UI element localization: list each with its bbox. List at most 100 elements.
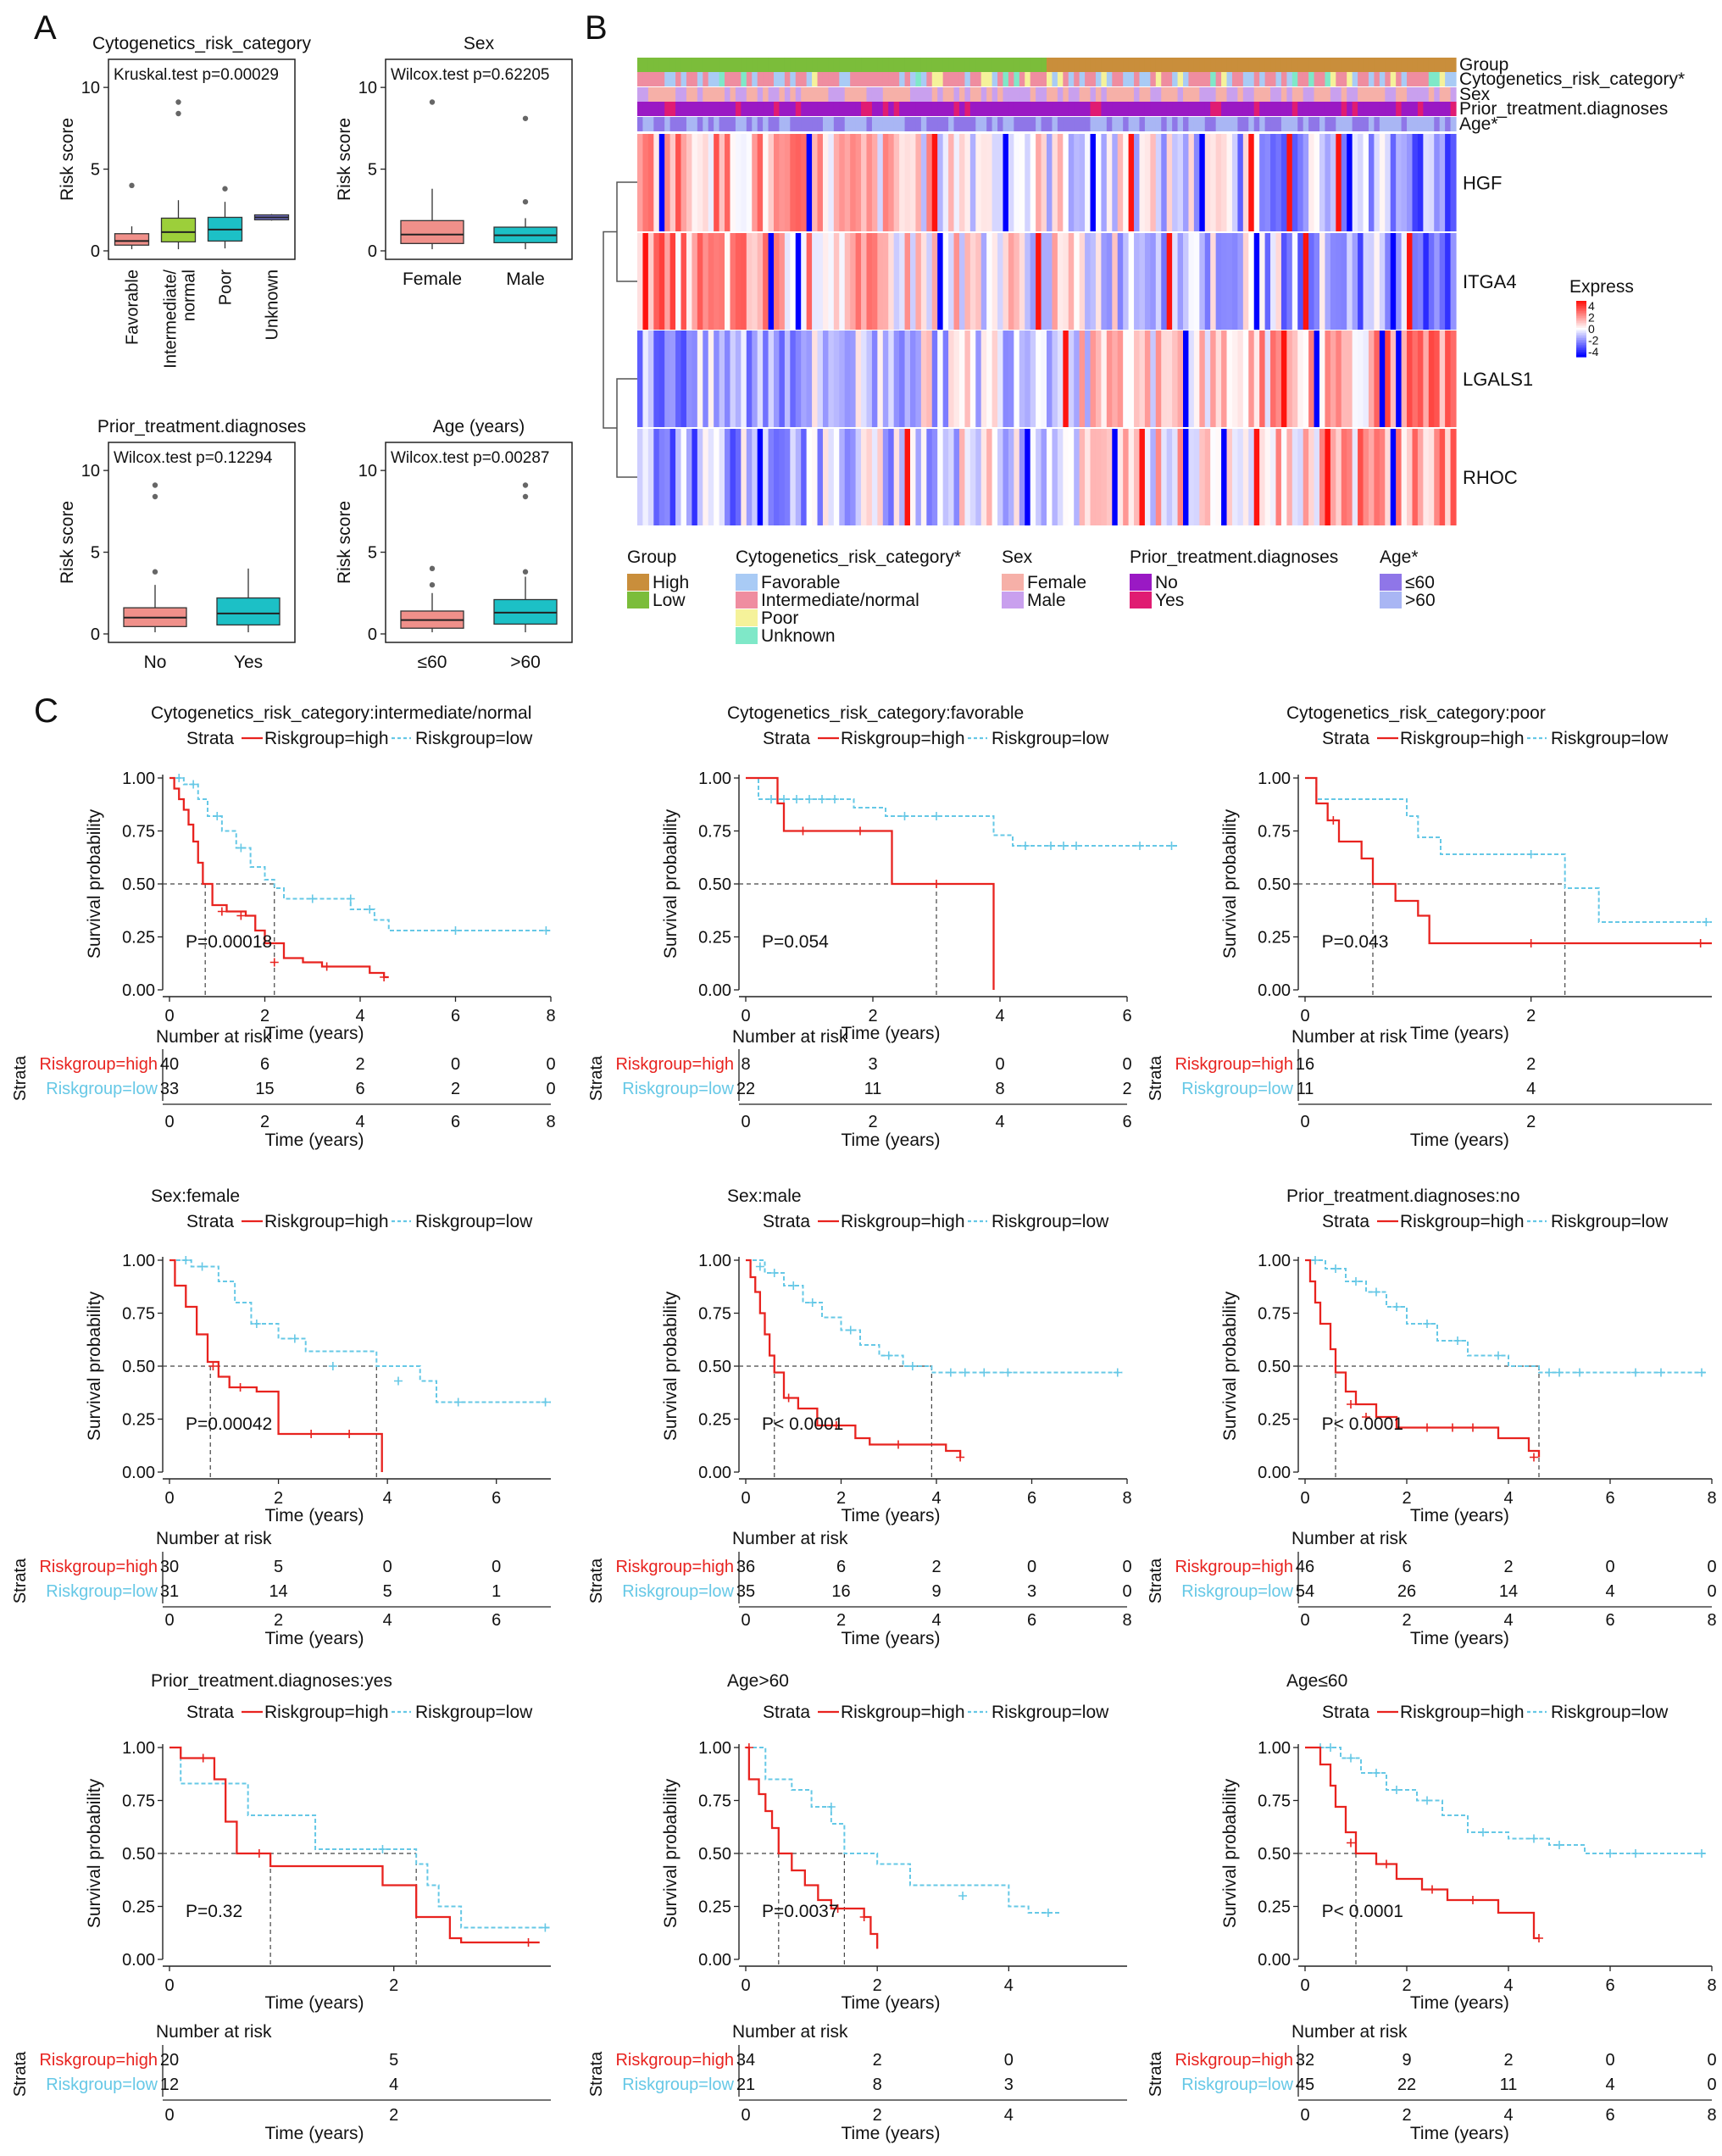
- anno-age-cell: [1347, 117, 1353, 131]
- anno-prior-cell: [746, 102, 753, 116]
- anno-group-cell: [828, 58, 835, 72]
- anno-age-cell: [899, 117, 906, 131]
- heatmap-cell: [1041, 233, 1047, 330]
- km-censor-mark: [1697, 1368, 1706, 1377]
- heatmap-cell: [1330, 134, 1336, 231]
- anno-prior-cell: [763, 102, 769, 116]
- heatmap-cell: [1325, 331, 1331, 427]
- km-x-tick-label: 4: [1004, 1976, 1014, 1995]
- anno-age-cell: [1253, 117, 1260, 131]
- anno-sex-cell: [703, 87, 709, 102]
- heatmap-cell: [1231, 233, 1238, 330]
- heatmap-cell: [1063, 134, 1069, 231]
- heatmap-cell: [784, 134, 791, 231]
- colorbar-step: [1576, 353, 1586, 356]
- anno-cyto-cell: [1379, 72, 1386, 86]
- anno-sex-cell: [871, 87, 878, 102]
- heatmap-cell: [1401, 233, 1408, 330]
- anno-prior-cell: [752, 102, 758, 116]
- anno-prior-cell: [1221, 102, 1228, 116]
- anno-age-cell: [1123, 117, 1130, 131]
- anno-cyto-cell: [1319, 72, 1326, 86]
- anno-prior-cell: [725, 102, 731, 116]
- heatmap-cell: [1172, 429, 1179, 525]
- km-title: Sex:female: [151, 1186, 240, 1206]
- heatmap-cell: [958, 331, 965, 427]
- heatmap-cell: [931, 331, 938, 427]
- gene-label: ITGA4: [1463, 271, 1517, 292]
- km-y-tick-label: 0.25: [698, 1898, 731, 1917]
- km-legend-low: Riskgroup=low: [1551, 729, 1669, 748]
- heatmap-cell: [1237, 331, 1244, 427]
- km-y-tick-label: 0.25: [698, 929, 731, 947]
- anno-group-cell: [904, 58, 911, 72]
- anno-age-cell: [1226, 117, 1233, 131]
- anno-age-cell: [714, 117, 720, 131]
- heatmap-cell: [806, 331, 813, 427]
- anno-sex-cell: [763, 87, 769, 102]
- anno-group-cell: [1150, 58, 1157, 72]
- risk-row-low-label: Riskgroup=low: [46, 1080, 158, 1098]
- anno-age-cell: [1308, 117, 1315, 131]
- anno-group-cell: [948, 58, 955, 72]
- heatmap-cell: [686, 331, 692, 427]
- anno-age-cell: [1428, 117, 1435, 131]
- km-censor-mark: [181, 1256, 191, 1264]
- anno-sex-cell: [1117, 87, 1124, 102]
- anno-sex-cell: [730, 87, 736, 102]
- anno-sex-cell: [1128, 87, 1135, 102]
- anno-cyto-cell: [1396, 72, 1403, 86]
- anno-sex-cell: [686, 87, 692, 102]
- heatmap-cell: [1434, 331, 1441, 427]
- anno-cyto-cell: [1231, 72, 1238, 86]
- risk-table-title: Number at risk: [732, 1027, 848, 1047]
- heatmap-cell: [1270, 331, 1277, 427]
- anno-sex-cell: [1101, 87, 1108, 102]
- anno-cyto-cell: [1188, 72, 1195, 86]
- anno-prior-cell: [1347, 102, 1353, 116]
- heatmap-cell: [942, 134, 949, 231]
- anno-age-cell: [774, 117, 780, 131]
- heatmap-cell: [1396, 134, 1403, 231]
- heatmap-cell: [1106, 233, 1113, 330]
- anno-age-cell: [986, 117, 993, 131]
- anno-prior-cell: [1014, 102, 1020, 116]
- km-y-tick-label: 0.00: [698, 1951, 731, 1970]
- anno-prior-cell: [1226, 102, 1233, 116]
- anno-prior-cell: [1188, 102, 1195, 116]
- anno-prior-cell: [642, 102, 649, 116]
- legend-swatch: [1130, 574, 1152, 591]
- heatmap-cell: [1041, 429, 1047, 525]
- anno-sex-cell: [774, 87, 780, 102]
- km-censor-mark: [378, 1845, 387, 1853]
- anno-group-cell: [964, 58, 971, 72]
- km-curve-low: [746, 1259, 1123, 1374]
- risk-x-axis-label: Time (years): [264, 1131, 364, 1150]
- anno-prior-cell: [1286, 102, 1293, 116]
- km-censor-mark: [380, 973, 389, 981]
- anno-age-cell: [1423, 117, 1430, 131]
- anno-cyto-cell: [1215, 72, 1222, 86]
- boxplot-title: Sex: [464, 34, 495, 53]
- anno-age-cell: [1057, 117, 1064, 131]
- anno-group-cell: [899, 58, 906, 72]
- km-censor-mark: [780, 795, 788, 803]
- km-censor-mark: [236, 911, 246, 920]
- risk-time-tick: 0: [164, 2106, 174, 2125]
- anno-age-cell: [686, 117, 692, 131]
- heatmap-cell: [1188, 134, 1195, 231]
- anno-prior-cell: [735, 102, 742, 116]
- km-y-tick-label: 0.50: [1258, 1358, 1291, 1376]
- anno-sex-cell: [1008, 87, 1014, 102]
- heatmap-cell: [910, 331, 917, 427]
- km-censor-mark: [1059, 842, 1068, 850]
- heatmap-cell: [725, 134, 731, 231]
- heatmap-cell: [1319, 233, 1326, 330]
- heatmap-cell: [1385, 233, 1391, 330]
- anno-age-cell: [725, 117, 731, 131]
- y-tick-label: 5: [91, 544, 100, 563]
- heatmap-cell: [1041, 331, 1047, 427]
- anno-age-cell: [801, 117, 808, 131]
- y-tick-label: 0: [368, 625, 377, 644]
- y-tick-label: 5: [368, 161, 377, 180]
